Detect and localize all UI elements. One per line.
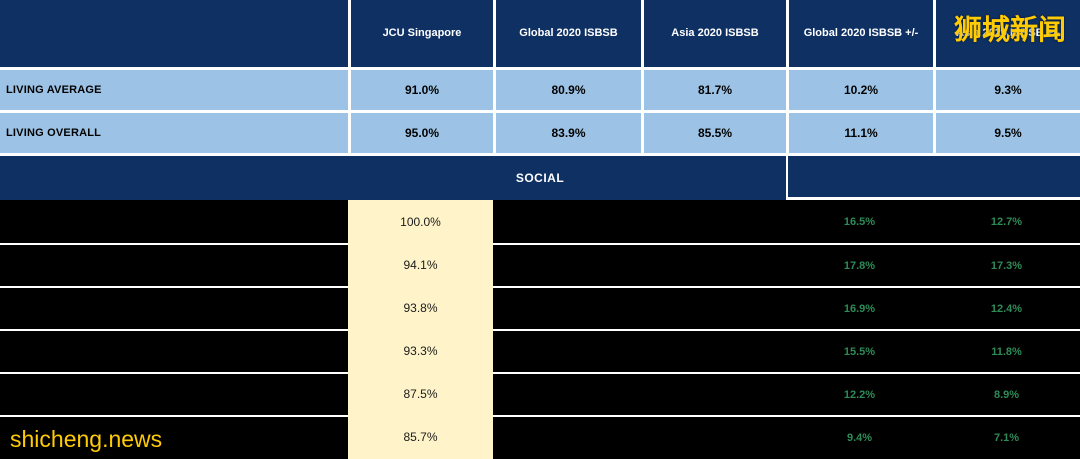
living-overall-asia-diff: 9.5% — [933, 113, 1080, 156]
row-label-living-overall: LIVING OVERALL — [0, 113, 348, 156]
row-label-living-average: LIVING AVERAGE — [0, 70, 348, 113]
social-row-4-global-diff: 15.5% — [786, 329, 933, 372]
living-average-asia-diff: 9.3% — [933, 70, 1080, 113]
header-global-2020-isbsb: Global 2020 ISBSB — [493, 0, 641, 70]
social-row-3-hidden-values — [493, 286, 786, 329]
social-row-6-hidden-values — [493, 415, 786, 459]
social-row-3-jcu: 93.8% — [348, 286, 493, 329]
social-row-1-jcu: 100.0% — [348, 200, 493, 243]
social-row-6-global-diff: 9.4% — [786, 415, 933, 459]
social-row-1-global-diff: 16.5% — [786, 200, 933, 243]
header-jcu-singapore: JCU Singapore — [348, 0, 493, 70]
section-band-social: SOCIAL — [0, 156, 1080, 200]
social-band-right-outline — [786, 156, 1080, 200]
social-row-1-label-hidden — [0, 200, 348, 243]
social-row-5-asia-diff: 8.9% — [933, 372, 1080, 415]
living-overall-global-diff: 11.1% — [786, 113, 933, 156]
watermark-site-url: shicheng.news — [10, 426, 163, 452]
social-row-5-global-diff: 12.2% — [786, 372, 933, 415]
living-overall-jcu: 95.0% — [348, 113, 493, 156]
living-average-asia: 81.7% — [641, 70, 786, 113]
living-average-global-diff: 10.2% — [786, 70, 933, 113]
living-average-global: 80.9% — [493, 70, 641, 113]
living-overall-global: 83.9% — [493, 113, 641, 156]
social-row-4-asia-diff: 11.8% — [933, 329, 1080, 372]
header-asia-2020-isbsb: Asia 2020 ISBSB — [641, 0, 786, 70]
social-row-6-label-hidden — [0, 415, 348, 459]
social-row-6-asia-diff: 7.1% — [933, 415, 1080, 459]
social-row-3-global-diff: 16.9% — [786, 286, 933, 329]
social-row-2-jcu: 94.1% — [348, 243, 493, 286]
social-row-2-asia-diff: 17.3% — [933, 243, 1080, 286]
social-row-4-hidden-values — [493, 329, 786, 372]
social-row-2-label-hidden — [0, 243, 348, 286]
social-row-1-asia-diff: 12.7% — [933, 200, 1080, 243]
header-asia-2020-isbsb-diff: Asia 2020 ISBSB +/- — [933, 0, 1080, 70]
header-global-2020-isbsb-diff: Global 2020 ISBSB +/- — [786, 0, 933, 70]
living-average-jcu: 91.0% — [348, 70, 493, 113]
social-row-4-label-hidden — [0, 329, 348, 372]
social-row-3-label-hidden — [0, 286, 348, 329]
social-row-6-jcu: 85.7% — [348, 415, 493, 459]
living-overall-asia: 85.5% — [641, 113, 786, 156]
social-row-5-hidden-values — [493, 372, 786, 415]
social-row-1-hidden-values — [493, 200, 786, 243]
social-row-4-jcu: 93.3% — [348, 329, 493, 372]
social-row-2-hidden-values — [493, 243, 786, 286]
header-row-label-empty — [0, 0, 348, 70]
social-row-5-jcu: 87.5% — [348, 372, 493, 415]
section-social-label: SOCIAL — [515, 171, 565, 185]
watermark-site-name: 狮城新闻 — [953, 14, 1066, 45]
social-row-3-asia-diff: 12.4% — [933, 286, 1080, 329]
social-row-2-global-diff: 17.8% — [786, 243, 933, 286]
social-row-5-label-hidden — [0, 372, 348, 415]
